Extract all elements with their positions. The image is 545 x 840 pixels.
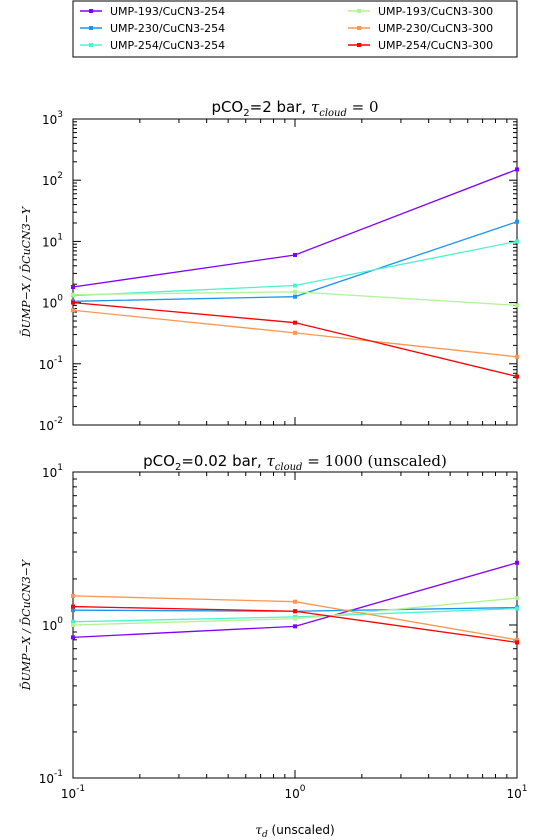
data-point bbox=[293, 320, 297, 325]
legend-entry: UMP-254/CuCN3-300 bbox=[348, 39, 493, 52]
legend-entry: UMP-193/CuCN3-254 bbox=[80, 5, 225, 18]
legend-label: UMP-230/CuCN3-300 bbox=[378, 22, 493, 35]
legend-entry: UMP-230/CuCN3-300 bbox=[348, 22, 493, 35]
y-tick-label: 10-2 bbox=[39, 416, 63, 433]
legend-marker bbox=[89, 43, 93, 47]
series bbox=[71, 596, 519, 627]
data-point bbox=[293, 252, 297, 257]
series-line bbox=[72, 168, 518, 288]
y-tick-label: 102 bbox=[42, 171, 63, 188]
series bbox=[71, 167, 519, 289]
legend-marker bbox=[89, 9, 93, 13]
plot-bottom: pCO2=0.02 bar, τcloud = 1000 (unscaled) … bbox=[20, 452, 528, 840]
series bbox=[71, 560, 519, 640]
data-point bbox=[71, 593, 75, 598]
data-point bbox=[71, 623, 75, 627]
data-point bbox=[515, 637, 519, 642]
data-point bbox=[71, 608, 75, 613]
y-tick-label: 101 bbox=[42, 232, 63, 249]
legend-frame bbox=[72, 0, 518, 58]
data-point bbox=[515, 303, 519, 308]
data-point bbox=[71, 604, 75, 609]
plot-top-ylabel: D̄UMP−X / D̄CuCN3−Y bbox=[20, 205, 33, 338]
data-point bbox=[71, 300, 75, 305]
data-point bbox=[515, 640, 519, 645]
data-point bbox=[71, 308, 75, 313]
data-point bbox=[71, 284, 75, 289]
data-point bbox=[515, 239, 519, 244]
legend-marker bbox=[357, 26, 361, 30]
data-point bbox=[515, 560, 519, 565]
legend-entry: UMP-254/CuCN3-254 bbox=[80, 39, 225, 52]
data-point bbox=[515, 374, 519, 379]
data-point bbox=[293, 289, 297, 294]
data-point bbox=[293, 294, 297, 299]
plot-bottom-xlabel: τd (unscaled) bbox=[255, 823, 334, 840]
x-tick-label: 101 bbox=[506, 784, 527, 801]
legend-entry: UMP-230/CuCN3-254 bbox=[80, 22, 225, 35]
legend-marker bbox=[357, 43, 361, 47]
plot-bottom-ylabel: D̄UMP−X / D̄CuCN3−Y bbox=[20, 558, 33, 691]
legend-label: UMP-193/CuCN3-254 bbox=[110, 5, 225, 18]
series bbox=[71, 593, 519, 642]
data-point bbox=[293, 616, 297, 621]
series-line bbox=[72, 301, 518, 378]
data-point bbox=[515, 354, 519, 359]
series bbox=[71, 239, 519, 298]
data-point bbox=[71, 635, 75, 640]
data-point bbox=[71, 619, 75, 624]
data-point bbox=[515, 167, 519, 172]
legend-marker bbox=[357, 9, 361, 13]
legend-label: UMP-230/CuCN3-254 bbox=[110, 22, 225, 35]
y-tick-label: 10-1 bbox=[39, 769, 63, 786]
data-point bbox=[515, 606, 519, 611]
series bbox=[71, 308, 519, 359]
series bbox=[71, 289, 519, 308]
x-tick-label: 10-1 bbox=[61, 784, 85, 801]
y-tick-label: 100 bbox=[42, 616, 63, 633]
data-point bbox=[293, 609, 297, 614]
plot-bottom-title: pCO2=0.02 bar, τcloud = 1000 (unscaled) bbox=[143, 452, 447, 473]
data-point bbox=[293, 330, 297, 335]
series bbox=[71, 604, 519, 645]
series-line bbox=[72, 221, 518, 302]
data-point bbox=[515, 219, 519, 224]
data-point bbox=[293, 624, 297, 629]
data-point bbox=[293, 283, 297, 288]
plot-frame bbox=[72, 118, 518, 426]
plot-top-title: pCO2=2 bar, τcloud = 0 bbox=[211, 98, 378, 119]
y-tick-label: 103 bbox=[42, 110, 63, 127]
data-point bbox=[293, 599, 297, 604]
legend-entry: UMP-193/CuCN3-300 bbox=[348, 5, 493, 18]
legend-label: UMP-254/CuCN3-300 bbox=[378, 39, 493, 52]
legend-marker bbox=[89, 26, 93, 30]
legend-label: UMP-254/CuCN3-254 bbox=[110, 39, 225, 52]
data-point bbox=[515, 596, 519, 601]
y-tick-label: 101 bbox=[42, 463, 63, 480]
plot-top: pCO2=2 bar, τcloud = 0 10-2 10-1 100 101 102… bbox=[20, 98, 519, 433]
y-tick-label: 100 bbox=[42, 294, 63, 311]
series bbox=[71, 300, 519, 379]
x-tick-label: 100 bbox=[284, 784, 305, 801]
y-tick-label: 10-1 bbox=[39, 355, 63, 372]
legend-label: UMP-193/CuCN3-300 bbox=[378, 5, 493, 18]
legend: UMP-193/CuCN3-254 UMP-193/CuCN3-300 UMP-23… bbox=[72, 0, 518, 58]
data-point bbox=[71, 292, 75, 297]
